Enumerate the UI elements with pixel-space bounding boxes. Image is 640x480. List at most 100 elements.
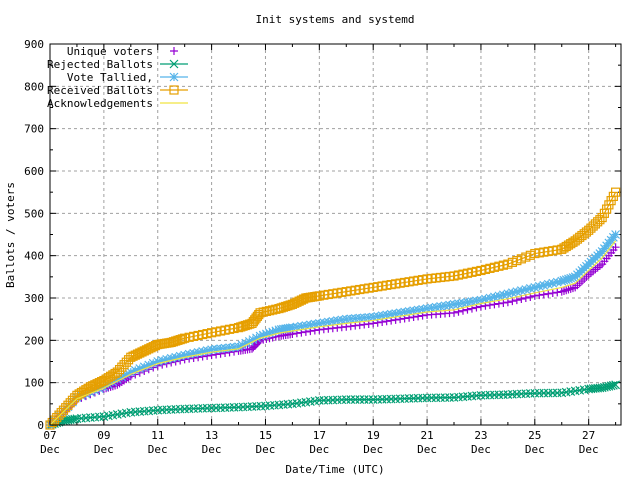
x-tick-sublabel: Dec xyxy=(579,443,599,456)
y-tick-label: 600 xyxy=(24,165,44,178)
data-point xyxy=(157,356,167,365)
data-point xyxy=(261,306,271,317)
data-point xyxy=(305,320,315,330)
y-tick-label: 300 xyxy=(24,292,44,305)
data-point xyxy=(418,304,428,314)
data-point xyxy=(346,314,356,324)
data-point xyxy=(189,348,199,358)
data-point xyxy=(503,289,513,299)
data-point xyxy=(568,273,578,282)
data-point xyxy=(328,316,338,326)
x-tick-label: 19 xyxy=(367,429,380,442)
data-point xyxy=(319,318,329,328)
ticks: 010020030040050060070080090007Dec09Dec11… xyxy=(24,38,621,456)
data-point xyxy=(202,346,212,355)
y-tick-label: 200 xyxy=(24,334,44,347)
y-axis-label: Ballots / voters xyxy=(4,182,17,288)
data-point xyxy=(255,331,265,341)
chart-title: Init systems and systemd xyxy=(256,13,415,26)
data-point xyxy=(252,333,261,343)
data-point xyxy=(271,326,281,336)
data-point xyxy=(543,279,553,289)
data-point xyxy=(391,309,401,318)
data-point xyxy=(130,365,140,375)
series-rejected-ballots xyxy=(45,380,621,430)
data-point xyxy=(611,230,621,239)
data-point xyxy=(332,316,342,326)
y-tick-label: 700 xyxy=(24,123,44,136)
data-point xyxy=(377,311,387,321)
data-point xyxy=(481,294,490,304)
x-tick-sublabel: Dec xyxy=(471,443,491,456)
data-point xyxy=(485,293,495,303)
data-point xyxy=(162,354,172,364)
data-point xyxy=(561,275,571,285)
x-tick-sublabel: Dec xyxy=(40,443,60,456)
data-point xyxy=(454,299,463,309)
x-tick-label: 11 xyxy=(151,429,164,442)
legend-label: Vote Tallied, xyxy=(67,71,153,84)
data-point xyxy=(310,319,320,329)
data-point xyxy=(301,321,311,330)
data-point xyxy=(534,281,544,291)
data-point xyxy=(255,308,265,318)
data-point xyxy=(166,353,176,363)
plot-frame xyxy=(49,43,622,426)
data-point xyxy=(144,360,154,370)
data-point xyxy=(244,336,254,346)
data-point xyxy=(268,327,278,337)
data-point xyxy=(512,287,522,297)
data-point xyxy=(539,280,549,290)
data-point xyxy=(292,322,302,332)
x-tick-sublabel: Dec xyxy=(256,443,276,456)
data-point xyxy=(216,344,226,354)
data-point xyxy=(207,345,217,355)
data-point xyxy=(409,306,419,316)
x-tick-label: 17 xyxy=(313,429,326,442)
data-point xyxy=(148,358,158,368)
data-point xyxy=(126,367,136,377)
data-point xyxy=(521,285,531,294)
data-point xyxy=(476,295,486,305)
y-tick-label: 100 xyxy=(24,377,44,390)
data-point xyxy=(449,299,459,309)
data-point xyxy=(440,301,450,311)
series-line xyxy=(49,191,617,426)
data-point xyxy=(135,364,145,373)
legend-label: Acknowledgements xyxy=(47,97,153,110)
x-tick-label: 21 xyxy=(420,429,433,442)
data-point xyxy=(314,318,324,328)
y-tick-label: 400 xyxy=(24,250,44,263)
data-point xyxy=(355,313,365,323)
data-point xyxy=(180,350,190,360)
data-point xyxy=(553,288,562,297)
data-point xyxy=(359,313,369,323)
data-point xyxy=(364,312,374,322)
data-point xyxy=(234,342,243,352)
data-point xyxy=(258,330,268,340)
data-point xyxy=(258,307,268,317)
x-tick-sublabel: Dec xyxy=(363,443,383,456)
data-point xyxy=(548,289,557,298)
data-point xyxy=(193,347,203,357)
data-point xyxy=(608,380,618,390)
data-point xyxy=(499,298,508,307)
x-tick-label: 09 xyxy=(97,429,110,442)
data-point xyxy=(494,291,504,301)
data-point xyxy=(169,85,179,95)
data-point xyxy=(564,274,573,284)
data-point xyxy=(557,276,567,286)
data-point xyxy=(516,286,526,296)
data-point xyxy=(404,306,414,316)
data-point xyxy=(229,342,239,352)
data-point xyxy=(341,314,351,324)
x-tick-label: 27 xyxy=(582,429,595,442)
data-point xyxy=(463,297,472,307)
data-point xyxy=(525,284,535,293)
data-point xyxy=(264,306,275,316)
data-point xyxy=(153,357,163,366)
data-point xyxy=(508,297,517,306)
data-point xyxy=(220,343,230,353)
